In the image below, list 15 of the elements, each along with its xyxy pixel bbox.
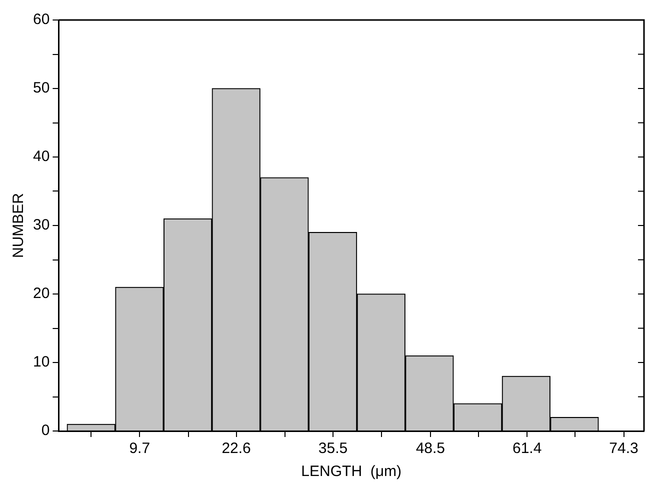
x-tick-label: 22.6 [222,440,251,458]
y-tick-label: 10 [32,354,50,371]
y-tick-label: 50 [32,80,50,97]
y-tick-label: 20 [32,285,50,302]
x-tick-label: 35.5 [318,440,348,458]
y-axis-title: NUMBER [10,192,28,258]
x-tick-label: 9.7 [129,440,150,458]
y-tick-label: 40 [32,148,50,166]
y-tick-label: 0 [41,422,50,440]
x-tick-label: 48.5 [416,440,446,458]
x-axis-title: LENGTH (μm) [301,463,402,480]
x-tick-label: 61.4 [512,440,542,458]
x-tick-label: 74.3 [609,440,638,458]
y-tick-label: 30 [32,216,50,234]
y-tick-label: 60 [32,11,50,28]
